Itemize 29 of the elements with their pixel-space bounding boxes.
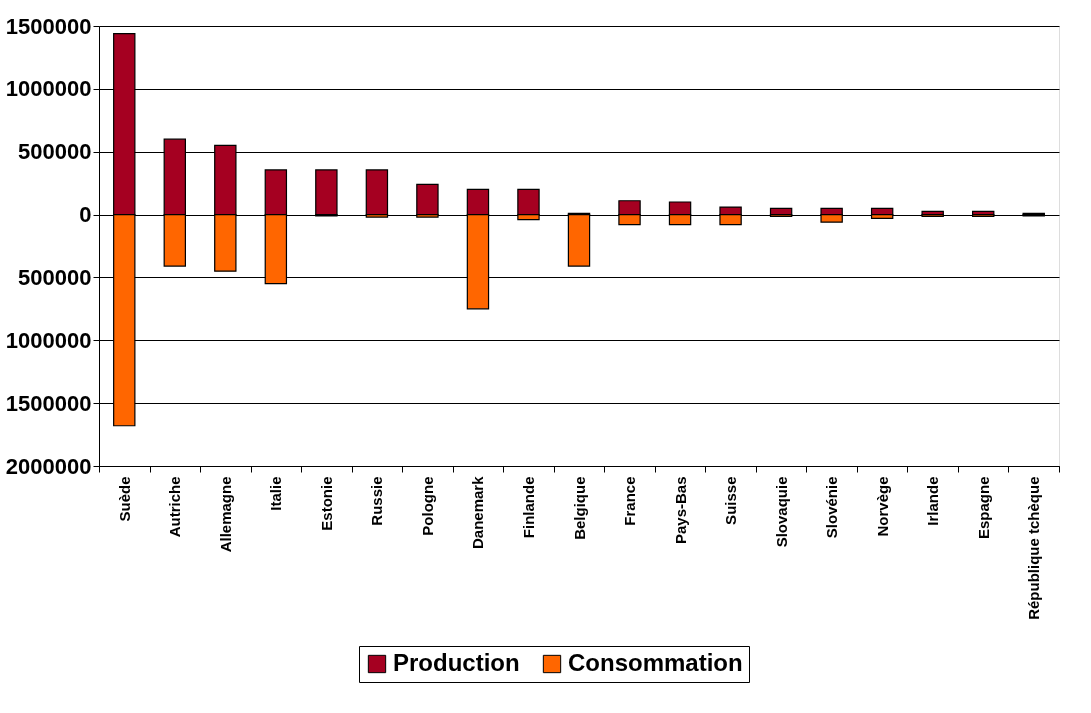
y-tick-label: 500000 bbox=[18, 139, 92, 165]
x-tick-label: Danemark bbox=[469, 475, 487, 550]
x-tick-label: Irlande bbox=[924, 476, 942, 526]
x-tick-label: Russie bbox=[368, 476, 386, 526]
x-tick-label: Suède bbox=[115, 476, 133, 522]
x-tick-label: Autriche bbox=[166, 476, 184, 538]
y-tick-label: 1500000 bbox=[5, 13, 92, 39]
legend-label: Production bbox=[393, 649, 520, 676]
x-tick-label: Finlande bbox=[519, 476, 537, 539]
x-tick-label: Estonie bbox=[317, 476, 335, 531]
y-tick-label: 1000000 bbox=[5, 327, 92, 353]
x-tick-label: Espagne bbox=[974, 476, 992, 540]
x-tick-label: Allemagne bbox=[216, 476, 234, 553]
x-tick-label: Pologne bbox=[418, 476, 436, 536]
y-tick-label: 1500000 bbox=[5, 390, 92, 416]
legend-label: Consommation bbox=[568, 649, 743, 676]
x-tick-label: Pays-Bas bbox=[671, 476, 689, 545]
y-tick-label: 500000 bbox=[18, 264, 92, 290]
x-tick-label: France bbox=[621, 476, 639, 526]
x-tick-label: Italie bbox=[267, 476, 285, 511]
x-tick-label: République tchèque bbox=[1025, 476, 1043, 620]
x-tick-label: Slovaquie bbox=[772, 476, 790, 548]
y-tick-label: 1000000 bbox=[5, 76, 92, 102]
y-tick-label: 2000000 bbox=[5, 453, 92, 479]
x-tick-label: Belgique bbox=[570, 476, 588, 540]
x-tick-label: Norvège bbox=[873, 476, 891, 537]
x-tick-label: Suisse bbox=[722, 476, 740, 525]
y-tick-label: 0 bbox=[79, 202, 92, 228]
x-tick-label: Slovénie bbox=[823, 476, 841, 539]
